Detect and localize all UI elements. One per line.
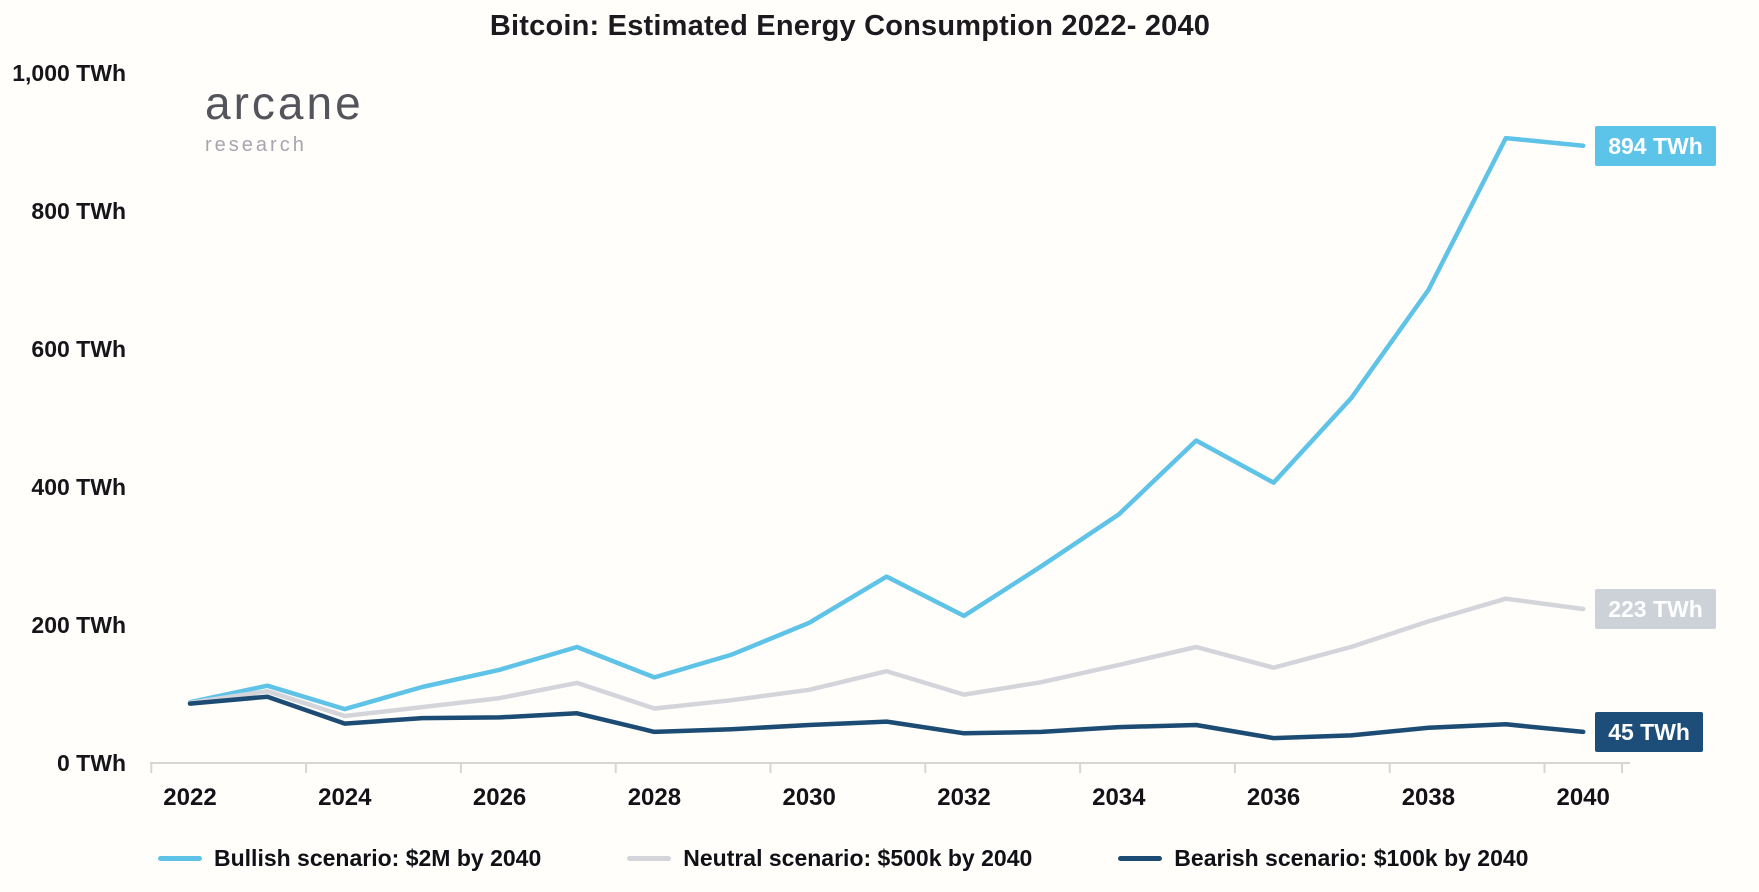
legend-item-bearish: Bearish scenario: $100k by 2040 bbox=[1118, 845, 1528, 872]
y-axis-label: 600 TWh bbox=[31, 335, 126, 362]
chart-title: Bitcoin: Estimated Energy Consumption 20… bbox=[489, 10, 1211, 42]
legend-label: Bearish scenario: $100k by 2040 bbox=[1174, 845, 1529, 871]
x-axis-label: 2022 bbox=[163, 784, 217, 811]
legend-item-neutral: Neutral scenario: $500k by 2040 bbox=[627, 845, 1032, 872]
x-axis-label: 2036 bbox=[1246, 784, 1301, 811]
legend-label: Bullish scenario: $2M by 2040 bbox=[214, 845, 542, 871]
y-axis-label: 0 TWh bbox=[57, 750, 126, 776]
neutral-line-swatch bbox=[627, 856, 672, 861]
bearish-line bbox=[187, 694, 1586, 741]
x-axis-label: 2032 bbox=[937, 784, 991, 811]
x-axis-label: 2040 bbox=[1556, 784, 1610, 811]
neutral-line bbox=[187, 596, 1586, 719]
arcane-research-logo: arcane research bbox=[205, 80, 364, 155]
x-axis-line bbox=[150, 762, 1630, 773]
x-axis-label: 2034 bbox=[1092, 784, 1146, 811]
x-axis-label: 2026 bbox=[472, 784, 527, 811]
x-axis-label: 2030 bbox=[782, 784, 836, 811]
logo-wordmark: arcane bbox=[205, 77, 364, 129]
y-axis-label: 400 TWh bbox=[31, 473, 126, 500]
legend-label: Neutral scenario: $500k by 2040 bbox=[683, 845, 1033, 871]
y-axis-label: 1,000 TWh bbox=[12, 59, 126, 86]
x-axis-label: 2028 bbox=[627, 784, 682, 811]
bullish-line-swatch bbox=[158, 856, 202, 861]
y-axis-label: 200 TWh bbox=[31, 611, 126, 638]
y-axis-label: 800 TWh bbox=[31, 197, 126, 224]
bullish-value-badge: 894 TWh bbox=[1595, 125, 1716, 166]
logo-subtitle: research bbox=[205, 134, 307, 156]
neutral-value-badge: 223 TWh bbox=[1595, 589, 1716, 630]
bullish-line bbox=[187, 135, 1586, 712]
bearish-value-badge: 45 TWh bbox=[1595, 711, 1703, 752]
x-axis-label: 2038 bbox=[1401, 784, 1456, 811]
legend: Bullish scenario: $2M by 2040 Neutral sc… bbox=[158, 845, 1528, 872]
legend-item-bullish: Bullish scenario: $2M by 2040 bbox=[158, 845, 541, 872]
x-axis-label: 2024 bbox=[318, 784, 372, 811]
bearish-line-swatch bbox=[1118, 856, 1163, 861]
